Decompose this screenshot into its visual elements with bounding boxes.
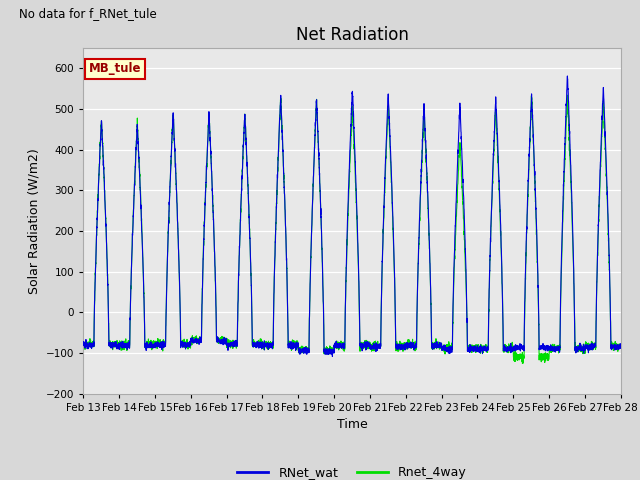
Legend: RNet_wat, Rnet_4way: RNet_wat, Rnet_4way <box>232 461 472 480</box>
Rnet_4way <box>176 289 184 295</box>
Text: MB_tule: MB_tule <box>88 62 141 75</box>
Line: Rnet_4way: Rnet_4way <box>83 95 621 363</box>
Rnet_4way <box>472 343 480 348</box>
Rnet_4way <box>503 347 511 352</box>
Rnet_4way <box>332 342 340 348</box>
Rnet_4way <box>617 342 625 348</box>
RNet_wat <box>472 346 480 352</box>
Rnet_4way <box>518 360 526 366</box>
Rnet_4way <box>443 343 451 348</box>
Text: No data for f_RNet_tule: No data for f_RNet_tule <box>19 7 156 20</box>
RNet_wat <box>176 296 184 301</box>
Y-axis label: Solar Radiation (W/m2): Solar Radiation (W/m2) <box>28 148 40 294</box>
RNet_wat <box>79 342 87 348</box>
RNet_wat <box>332 343 340 349</box>
RNet_wat <box>617 344 625 349</box>
RNet_wat <box>503 347 511 352</box>
Rnet_4way <box>79 341 87 347</box>
Title: Net Radiation: Net Radiation <box>296 25 408 44</box>
Rnet_4way <box>564 92 572 98</box>
RNet_wat <box>328 354 336 360</box>
X-axis label: Time: Time <box>337 418 367 431</box>
RNet_wat <box>443 348 451 354</box>
RNet_wat <box>616 344 624 349</box>
Line: RNet_wat: RNet_wat <box>83 76 621 357</box>
RNet_wat <box>564 73 572 79</box>
Rnet_4way <box>616 342 624 348</box>
